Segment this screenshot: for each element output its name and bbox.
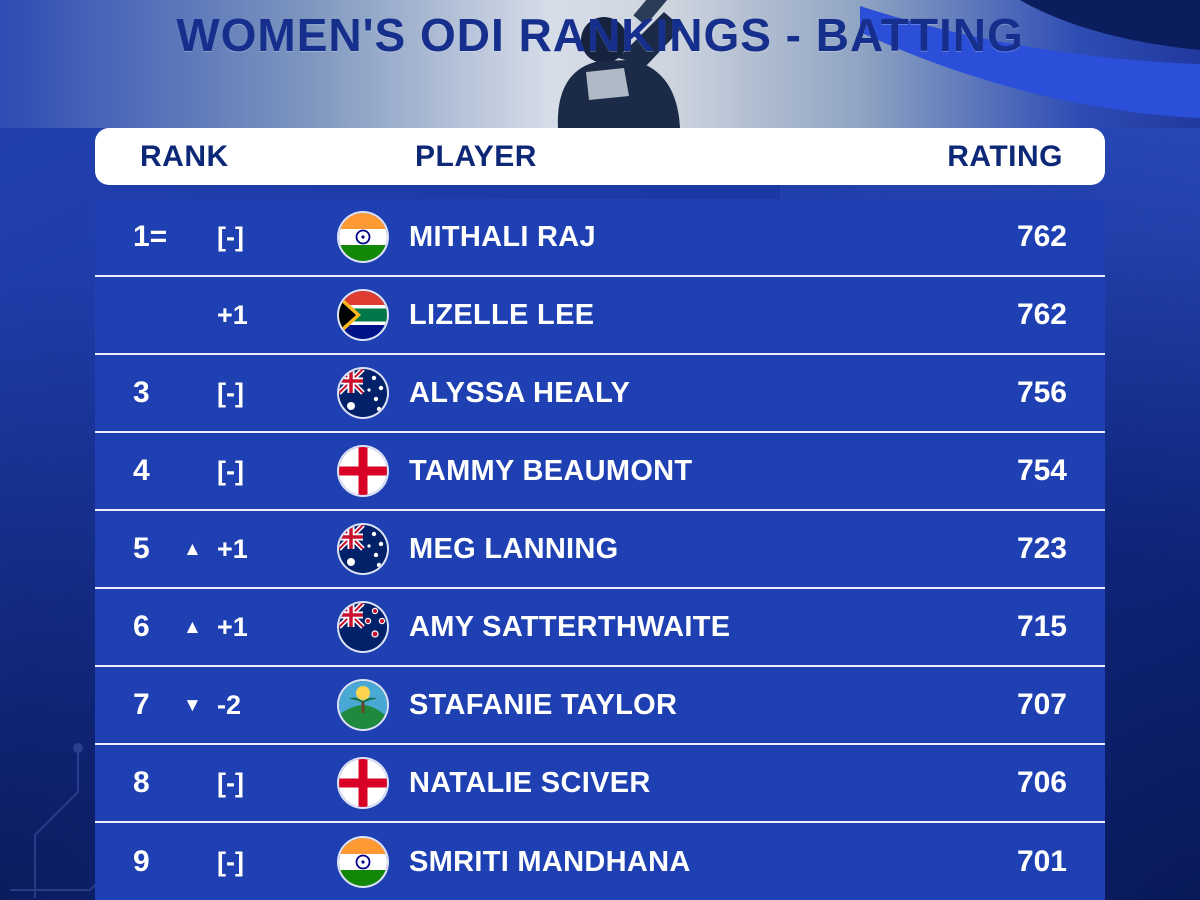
rating-value: 756 <box>1016 376 1067 409</box>
player-name: MITHALI RAJ <box>409 220 596 253</box>
up-arrow-icon: ▲ <box>183 616 202 638</box>
new-zealand-flag-icon <box>339 603 387 651</box>
rank-cell: 9 <box>133 845 150 878</box>
australia-flag-icon <box>339 525 387 573</box>
table-row: 4 [-] TAMMY BEAUMONT 754 <box>95 433 1105 511</box>
rankings-table: 1= [-] MITHALI RAJ 762 +1 LIZELLE LEE 76… <box>95 199 1105 900</box>
table-row: 8 [-] NATALIE SCIVER 706 <box>95 745 1105 823</box>
movement-arrow-slot: ▲ <box>183 618 217 637</box>
rank-cell: 6 <box>133 610 150 643</box>
movement-arrow-slot: ▼ <box>183 696 217 715</box>
hero-image <box>0 0 1200 128</box>
player-name: LIZELLE LEE <box>409 298 595 331</box>
header-rank-label: RANK <box>140 139 229 173</box>
table-header: RANK PLAYER RATING <box>95 128 1105 185</box>
table-row: 1= [-] MITHALI RAJ 762 <box>95 199 1105 277</box>
rank-cell: 4 <box>133 454 150 487</box>
rating-value: 707 <box>1016 688 1067 721</box>
australia-flag-icon <box>339 369 387 417</box>
player-name: NATALIE SCIVER <box>409 766 651 799</box>
england-flag-icon <box>339 759 387 807</box>
player-name: MEG LANNING <box>409 532 619 565</box>
table-row: 6 ▲ +1 AMY SATTERTHWAITE 715 <box>95 589 1105 667</box>
hero-corner-shape <box>1020 0 1200 50</box>
up-arrow-icon: ▲ <box>183 538 202 560</box>
movement-indicator: +1 <box>217 533 248 564</box>
movement-indicator: +1 <box>217 611 248 642</box>
batter-silhouette <box>557 0 687 128</box>
table-row: 9 [-] SMRITI MANDHANA 701 <box>95 823 1105 900</box>
rank-cell: 7 <box>133 688 150 721</box>
rating-value: 715 <box>1016 610 1067 643</box>
player-name: SMRITI MANDHANA <box>409 845 691 878</box>
rating-value: 706 <box>1016 766 1067 799</box>
rating-value: 723 <box>1016 532 1067 565</box>
movement-indicator: -2 <box>217 689 242 720</box>
india-flag-icon <box>339 838 387 886</box>
player-name: STAFANIE TAYLOR <box>409 688 678 721</box>
header-player-label: PLAYER <box>415 139 537 173</box>
west-indies-flag-icon <box>339 681 387 729</box>
rating-value: 754 <box>1016 454 1067 487</box>
rating-value: 762 <box>1016 220 1067 253</box>
hero-art <box>557 0 1200 128</box>
table-row: 5 ▲ +1 MEG LANNING 723 <box>95 511 1105 589</box>
rank-cell: 3 <box>133 376 150 409</box>
rating-value: 762 <box>1016 298 1067 331</box>
player-name: ALYSSA HEALY <box>409 376 631 409</box>
rank-cell: 1= <box>133 220 168 253</box>
south-africa-flag-icon <box>339 291 387 339</box>
table-row: 3 [-] ALYSSA HEALY 756 <box>95 355 1105 433</box>
hero-swoosh <box>860 6 1200 118</box>
movement-indicator: [-] <box>217 221 244 252</box>
movement-indicator: [-] <box>217 455 244 486</box>
player-name: AMY SATTERTHWAITE <box>409 610 731 643</box>
table-row: +1 LIZELLE LEE 762 <box>95 277 1105 355</box>
england-flag-icon <box>339 447 387 495</box>
movement-indicator: [-] <box>217 846 244 877</box>
header-rating-label: RATING <box>947 139 1063 173</box>
movement-indicator: [-] <box>217 377 244 408</box>
rank-cell: 5 <box>133 532 150 565</box>
page-title: WOMEN'S ODI RANKINGS - BATTING <box>176 9 1024 61</box>
movement-arrow-slot: ▲ <box>183 540 217 559</box>
india-flag-icon <box>339 213 387 261</box>
movement-indicator: [-] <box>217 767 244 798</box>
rating-value: 701 <box>1016 845 1067 878</box>
table-row: 7 ▼ -2 STAFANIE TAYLOR 707 <box>95 667 1105 745</box>
movement-indicator: +1 <box>217 299 248 330</box>
player-name: TAMMY BEAUMONT <box>409 454 693 487</box>
rank-cell: 8 <box>133 766 150 799</box>
down-arrow-icon: ▼ <box>183 694 202 716</box>
